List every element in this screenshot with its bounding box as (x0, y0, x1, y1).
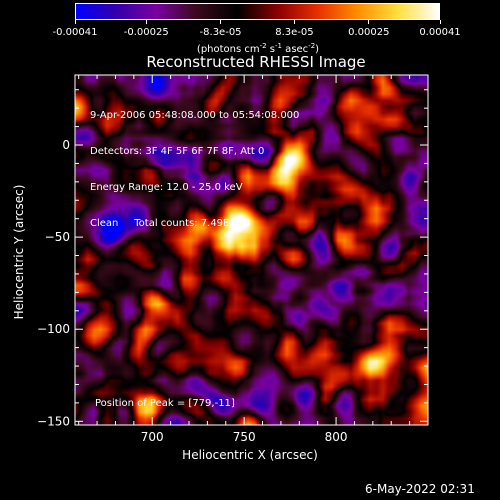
y-axis-label: Heliocentric Y (arcsec) (12, 184, 26, 320)
y-tick-label: −100 (37, 322, 70, 336)
peak-position-text: Position of Peak = [779,-11] (95, 398, 235, 409)
observation-info: 9-Apr-2006 05:48:08.000 to 05:54:08.000 … (90, 86, 299, 242)
colorbar-tickmark (145, 20, 147, 24)
colorbar-tickmark (439, 20, 441, 24)
clean-counts-text: Clean Total counts: 7.49E+03 (90, 218, 251, 229)
x-tick-label: 800 (325, 430, 348, 444)
x-axis-label: Heliocentric X (arcsec) (182, 448, 318, 462)
chart-title: Reconstructed RHESSI Image (146, 53, 366, 71)
x-tick-label: 700 (141, 430, 164, 444)
colorbar-tickmark (368, 20, 370, 24)
colorbar-tick-label: -8.3e-05 (199, 27, 242, 38)
colorbar-tickmark (293, 20, 295, 24)
colorbar-tick-label: 0.00025 (348, 27, 390, 38)
y-tick-label: −150 (37, 414, 70, 428)
time-range-text: 9-Apr-2006 05:48:08.000 to 05:54:08.000 (90, 110, 300, 121)
x-tick-label: 750 (233, 430, 256, 444)
colorbar-tickmark (74, 20, 76, 24)
plot-timestamp: 6-May-2022 02:31 (365, 482, 475, 496)
detectors-text: Detectors: 3F 4F 5F 6F 7F 8F, Att 0 (90, 146, 265, 157)
colorbar-tick-label: 8.3e-05 (275, 27, 314, 38)
colorbar-units-label: (photons cm-2 s-1 asec-2) (196, 42, 320, 55)
y-tick-label: 0 (62, 138, 70, 152)
energy-range-text: Energy Range: 12.0 - 25.0 keV (90, 182, 243, 193)
colorbar-tick-label: 0.00041 (419, 27, 461, 38)
colorbar-tick-label: -0.00025 (123, 27, 169, 38)
colorbar-gradient (76, 4, 439, 19)
colorbar-ticks: -0.00041 -0.00025 -8.3e-05 8.3e-05 0.00025 0.… (0, 0, 500, 40)
colorbar-tickmark (220, 20, 222, 24)
colorbar-tick-label: -0.00041 (52, 27, 98, 38)
colorbar (75, 3, 440, 20)
y-tick-label: −50 (45, 230, 70, 244)
